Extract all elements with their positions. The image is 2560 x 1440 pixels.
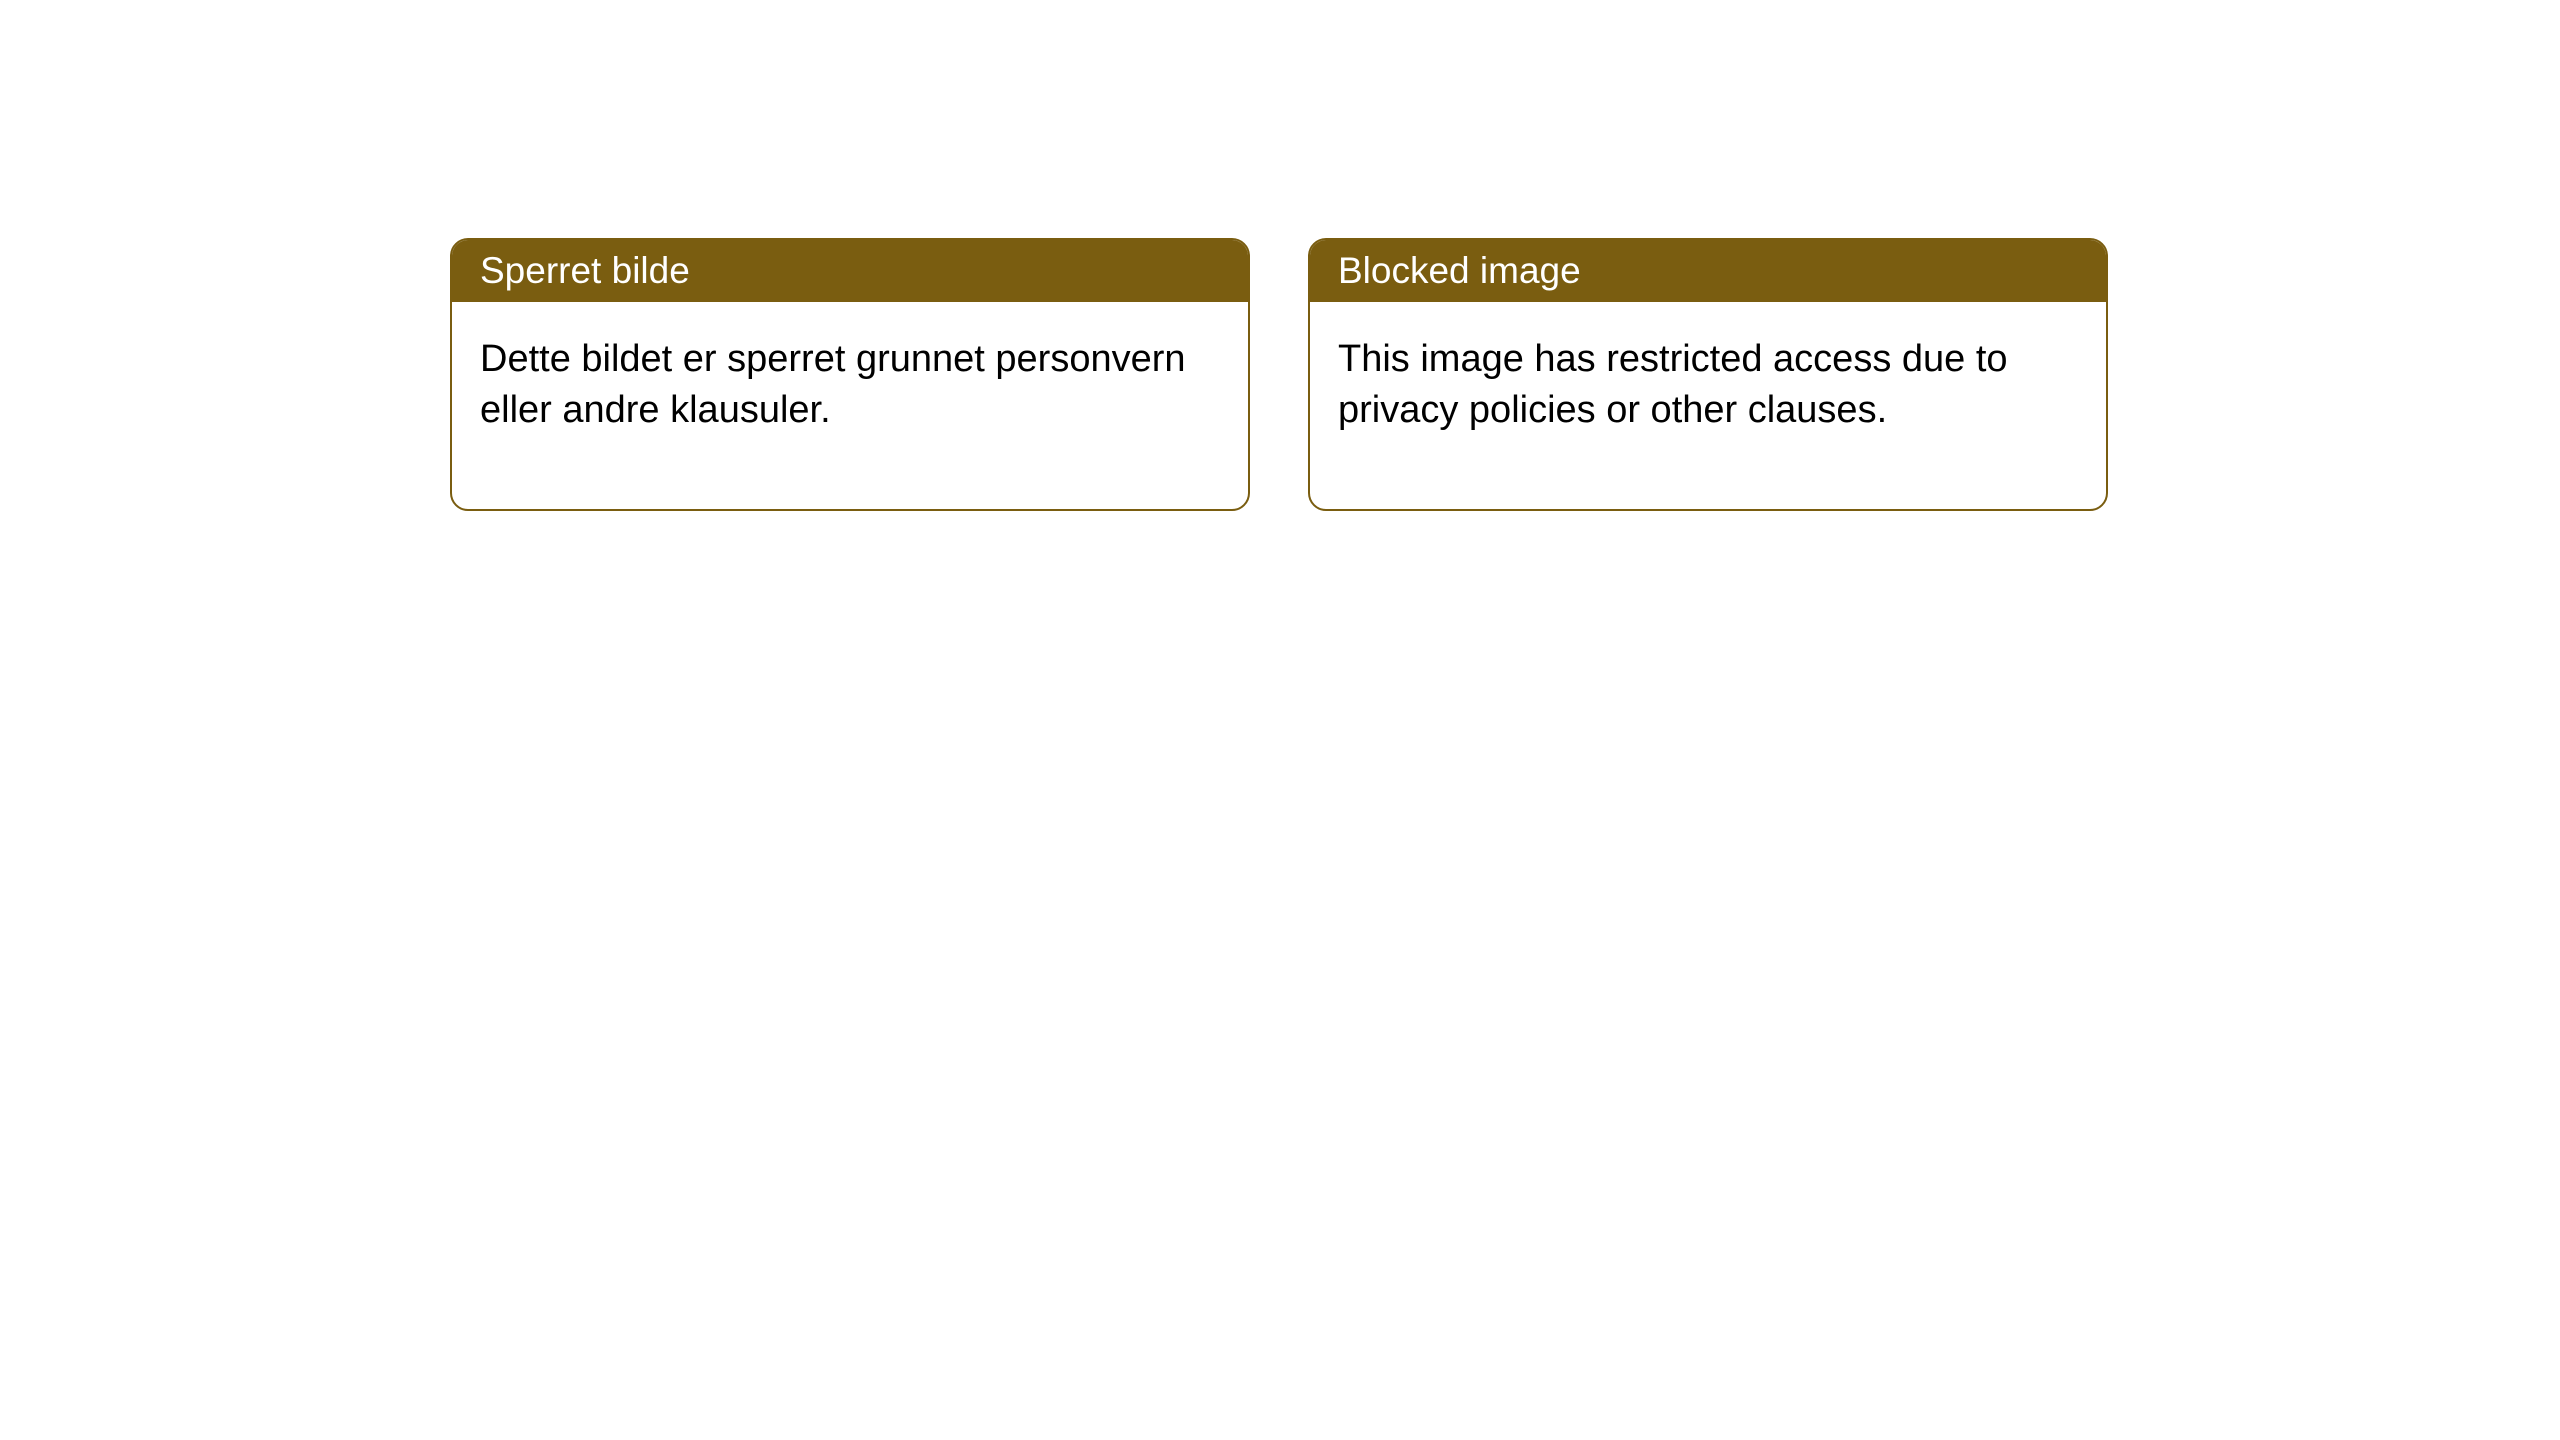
notice-box-english: Blocked image This image has restricted … bbox=[1308, 238, 2108, 511]
notice-body: Dette bildet er sperret grunnet personve… bbox=[452, 302, 1248, 509]
notice-box-norwegian: Sperret bilde Dette bildet er sperret gr… bbox=[450, 238, 1250, 511]
notice-container: Sperret bilde Dette bildet er sperret gr… bbox=[450, 238, 2108, 511]
notice-title: Blocked image bbox=[1310, 240, 2106, 302]
notice-body: This image has restricted access due to … bbox=[1310, 302, 2106, 509]
notice-title: Sperret bilde bbox=[452, 240, 1248, 302]
